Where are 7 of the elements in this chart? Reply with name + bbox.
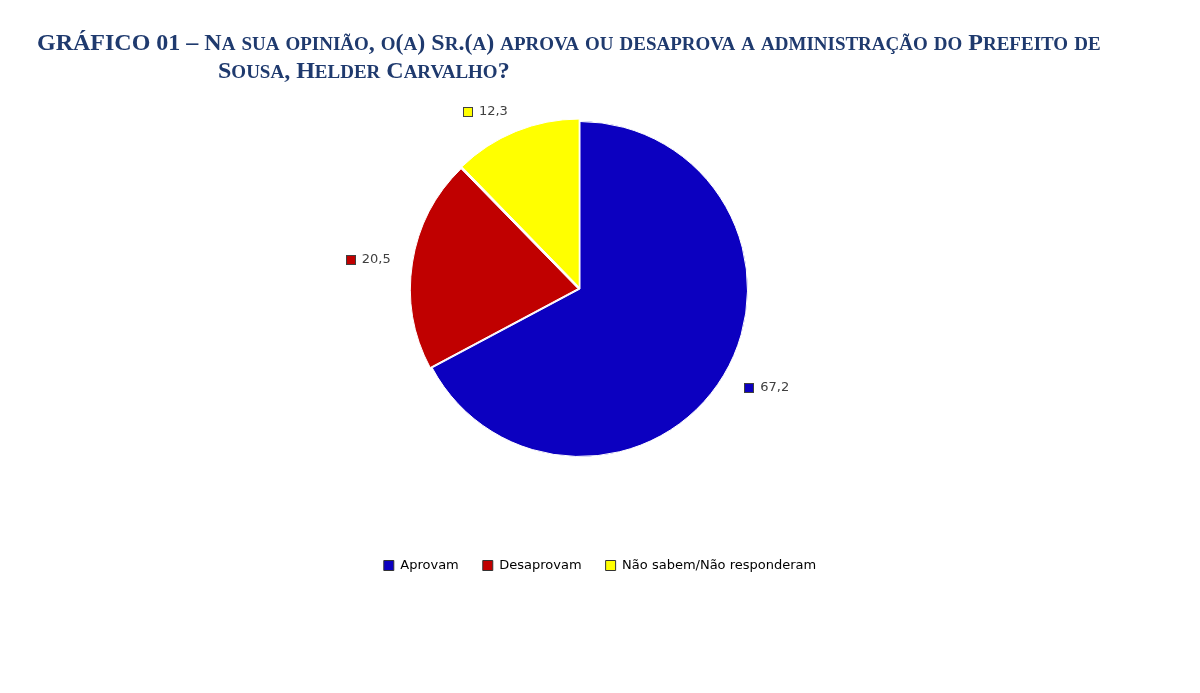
data-label: 67,2 xyxy=(760,378,790,394)
legend-label: Aprovam xyxy=(400,556,459,572)
data-label: 20,5 xyxy=(361,251,391,267)
legend-label: Não sabem/Não responderam xyxy=(622,556,817,572)
chart-title: GRÁFICO 01 – Na sua opinião, o(a) Sr.(a) aprova ou desaprova a administração do Prefeito de Sousa, Helder Carvalho? xyxy=(37,26,1101,84)
data-label: 12,3 xyxy=(478,103,508,118)
legend-label: Desaprovam xyxy=(499,556,582,572)
